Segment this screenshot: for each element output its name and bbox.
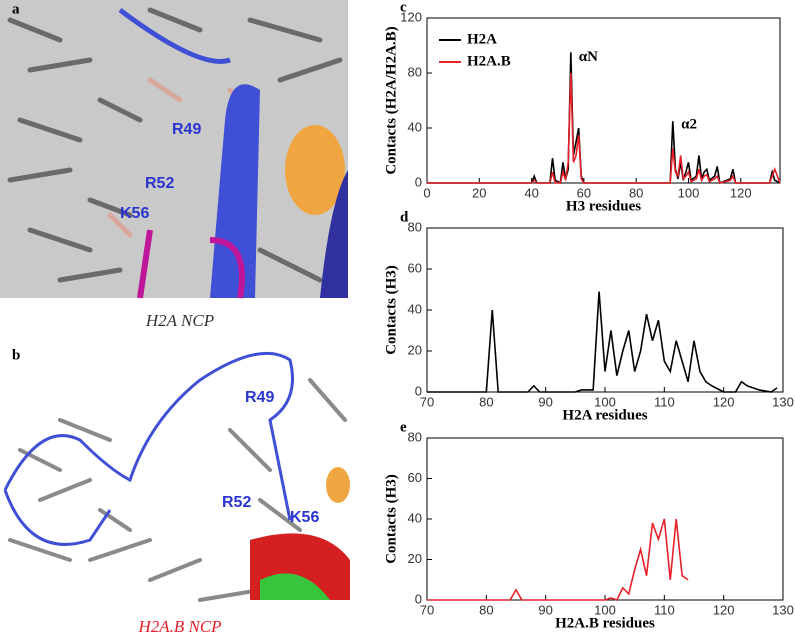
- x-tick-label: 80: [479, 394, 493, 409]
- x-tick-label: 0: [423, 185, 430, 200]
- panel-label: e: [400, 419, 407, 435]
- y-axis-label: Contacts (H3): [383, 265, 399, 355]
- legend-label: H2A: [467, 31, 497, 47]
- y-tick-label: 80: [408, 219, 422, 234]
- x-tick-label: 130: [772, 602, 794, 617]
- residue-label: K56: [120, 205, 149, 222]
- legend-label: H2A.B: [467, 53, 511, 69]
- x-tick-label: 100: [594, 602, 616, 617]
- structure-b: b R49 R52 K56 H2A.B NCP: [3, 347, 350, 636]
- y-tick-label: 20: [408, 551, 422, 566]
- y-tick-label: 0: [415, 383, 422, 398]
- plot-frame: [426, 437, 784, 601]
- y-tick-label: 0: [415, 174, 422, 189]
- x-tick-label: 110: [654, 394, 675, 409]
- y-tick-label: 40: [408, 510, 422, 525]
- y-tick-label: 20: [408, 342, 422, 357]
- x-tick-label: 70: [420, 394, 434, 409]
- panel-label: a: [12, 1, 20, 17]
- y-tick-label: 40: [408, 119, 422, 134]
- panel-label: c: [400, 0, 407, 15]
- residue-label: K56: [290, 509, 319, 526]
- x-tick-label: 120: [713, 394, 735, 409]
- x-tick-label: 100: [678, 185, 700, 200]
- residue-label: R49: [245, 389, 274, 406]
- x-tick-label: 70: [420, 602, 434, 617]
- y-tick-label: 120: [400, 9, 422, 24]
- y-tick-label: 80: [408, 64, 422, 79]
- image-caption: H2A NCP: [145, 311, 214, 330]
- x-tick-label: 20: [472, 185, 486, 200]
- y-axis-label: Contacts (H3): [383, 474, 399, 564]
- x-tick-label: 60: [577, 185, 591, 200]
- y-tick-label: 60: [408, 260, 422, 275]
- x-tick-label: 120: [713, 602, 735, 617]
- x-tick-label: 100: [594, 394, 616, 409]
- residue-label: R49: [172, 121, 201, 138]
- residue-label: R52: [145, 175, 174, 192]
- panel-label: b: [12, 347, 20, 363]
- data-line: [427, 518, 689, 601]
- y-axis-label: Contacts (H2A/H2A.B): [383, 26, 399, 174]
- x-axis-label: H3 residues: [566, 198, 641, 214]
- x-tick-label: 110: [654, 602, 675, 617]
- y-tick-label: 80: [408, 429, 422, 444]
- data-line: [427, 52, 781, 185]
- annotation: αN: [579, 49, 598, 65]
- y-tick-label: 40: [408, 301, 422, 316]
- x-tick-label: 120: [730, 185, 752, 200]
- x-axis-label: H2A residues: [562, 407, 647, 423]
- annotation: α2: [681, 117, 697, 133]
- x-tick-label: 90: [538, 602, 552, 617]
- y-tick-label: 0: [415, 591, 422, 606]
- image-caption: H2A.B NCP: [137, 617, 221, 636]
- data-line: [427, 72, 781, 184]
- x-tick-label: 80: [479, 602, 493, 617]
- x-tick-label: 130: [772, 394, 794, 409]
- y-tick-label: 60: [408, 470, 422, 485]
- structure-a: a R49 R52 K56 H2A NCP: [0, 0, 348, 330]
- residue-label: R52: [222, 494, 251, 511]
- data-line: [427, 291, 778, 393]
- x-tick-label: 40: [524, 185, 538, 200]
- x-tick-label: 80: [629, 185, 643, 200]
- x-axis-label: H2A.B residues: [555, 615, 655, 631]
- x-tick-label: 90: [538, 394, 552, 409]
- panel-label: d: [400, 209, 409, 225]
